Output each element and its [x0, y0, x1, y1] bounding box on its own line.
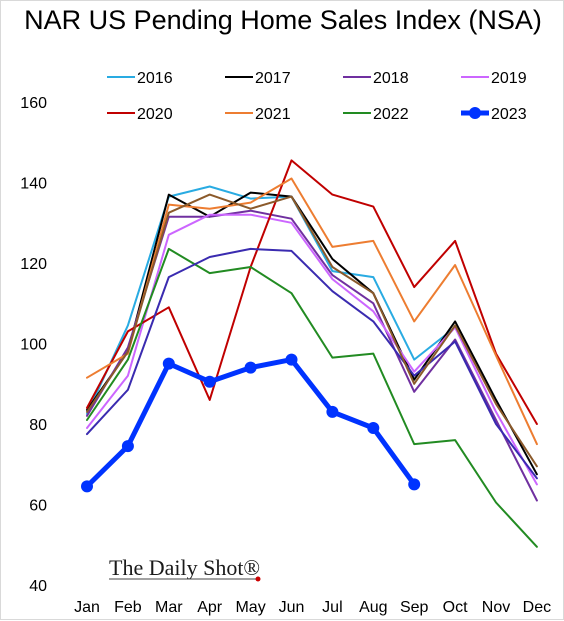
legend-item-2023: 2023: [461, 106, 527, 123]
data-point: [244, 361, 257, 374]
series-unlabeled-8: [86, 247, 538, 480]
y-tick-label: 140: [20, 176, 47, 193]
data-point: [326, 405, 339, 418]
legend-label: 2019: [491, 70, 527, 87]
series-2016: [86, 185, 457, 415]
legend-item-2016: 2016: [107, 70, 173, 87]
legend-item-2017: 2017: [225, 70, 291, 87]
data-point: [408, 478, 421, 491]
data-point: [367, 422, 380, 435]
legend-item-2018: 2018: [343, 70, 409, 87]
data-point: [203, 375, 216, 388]
data-point: [81, 480, 93, 493]
data-point: [285, 353, 298, 366]
y-tick-label: 120: [20, 256, 47, 273]
x-tick-label: May: [235, 599, 265, 616]
series-line: [86, 193, 538, 468]
series-line: [86, 247, 538, 548]
series-unlabeled-9: [86, 193, 538, 468]
series-line: [86, 185, 457, 415]
legend-item-2020: 2020: [107, 106, 173, 123]
y-axis: 40 60 80 100 120 140 160: [20, 95, 47, 595]
series-line: [86, 213, 538, 486]
legend-label: 2023: [491, 106, 527, 123]
watermark-dot: [255, 576, 261, 582]
data-point: [162, 357, 175, 370]
watermark-text: The Daily Shot®: [109, 555, 260, 580]
series-line: [86, 159, 538, 425]
series-line: [86, 247, 538, 480]
legend: 2016 2017 2018 2019 2020 2021 2022 2023: [107, 70, 527, 123]
legend-item-2022: 2022: [343, 106, 409, 123]
y-tick-label: 80: [29, 417, 47, 434]
legend-label: 2016: [137, 70, 173, 87]
data-point: [121, 440, 134, 453]
series-2023: [81, 353, 421, 493]
x-tick-label: Jun: [279, 599, 305, 616]
legend-label: 2021: [255, 106, 291, 123]
series-line: [84, 357, 417, 489]
x-tick-label: Feb: [114, 599, 142, 616]
chart-title: NAR US Pending Home Sales Index (NSA): [24, 5, 542, 35]
series-2020: [86, 159, 538, 425]
x-tick-label: Mar: [155, 599, 183, 616]
y-tick-label: 40: [29, 578, 47, 595]
x-tick-label: Nov: [482, 599, 510, 616]
series-2021: [86, 177, 538, 446]
legend-marker: [469, 107, 481, 119]
x-tick-label: Apr: [197, 599, 223, 616]
legend-label: 2022: [373, 106, 409, 123]
watermark: The Daily Shot®: [109, 555, 261, 582]
x-axis: Jan Feb Mar Apr May Jun Jul Aug Sep Oct Nov Dec: [74, 599, 551, 616]
series-2022: [86, 247, 538, 548]
series-2017: [86, 191, 538, 476]
y-tick-label: 60: [29, 498, 47, 515]
y-tick-label: 160: [20, 95, 47, 112]
x-tick-label: Jul: [322, 599, 342, 616]
series-2019: [86, 213, 538, 486]
x-tick-label: Aug: [359, 599, 387, 616]
x-tick-label: Jan: [74, 599, 100, 616]
series-line: [86, 177, 538, 446]
series-lines: [81, 159, 538, 548]
legend-item-2021: 2021: [225, 106, 291, 123]
legend-label: 2017: [255, 70, 291, 87]
series-line: [86, 191, 538, 476]
legend-label: 2020: [137, 106, 173, 123]
x-tick-label: Sep: [400, 599, 429, 616]
legend-label: 2018: [373, 70, 409, 87]
x-tick-label: Dec: [523, 599, 551, 616]
x-tick-label: Oct: [443, 599, 468, 616]
y-tick-label: 100: [20, 337, 47, 354]
legend-item-2019: 2019: [461, 70, 527, 87]
